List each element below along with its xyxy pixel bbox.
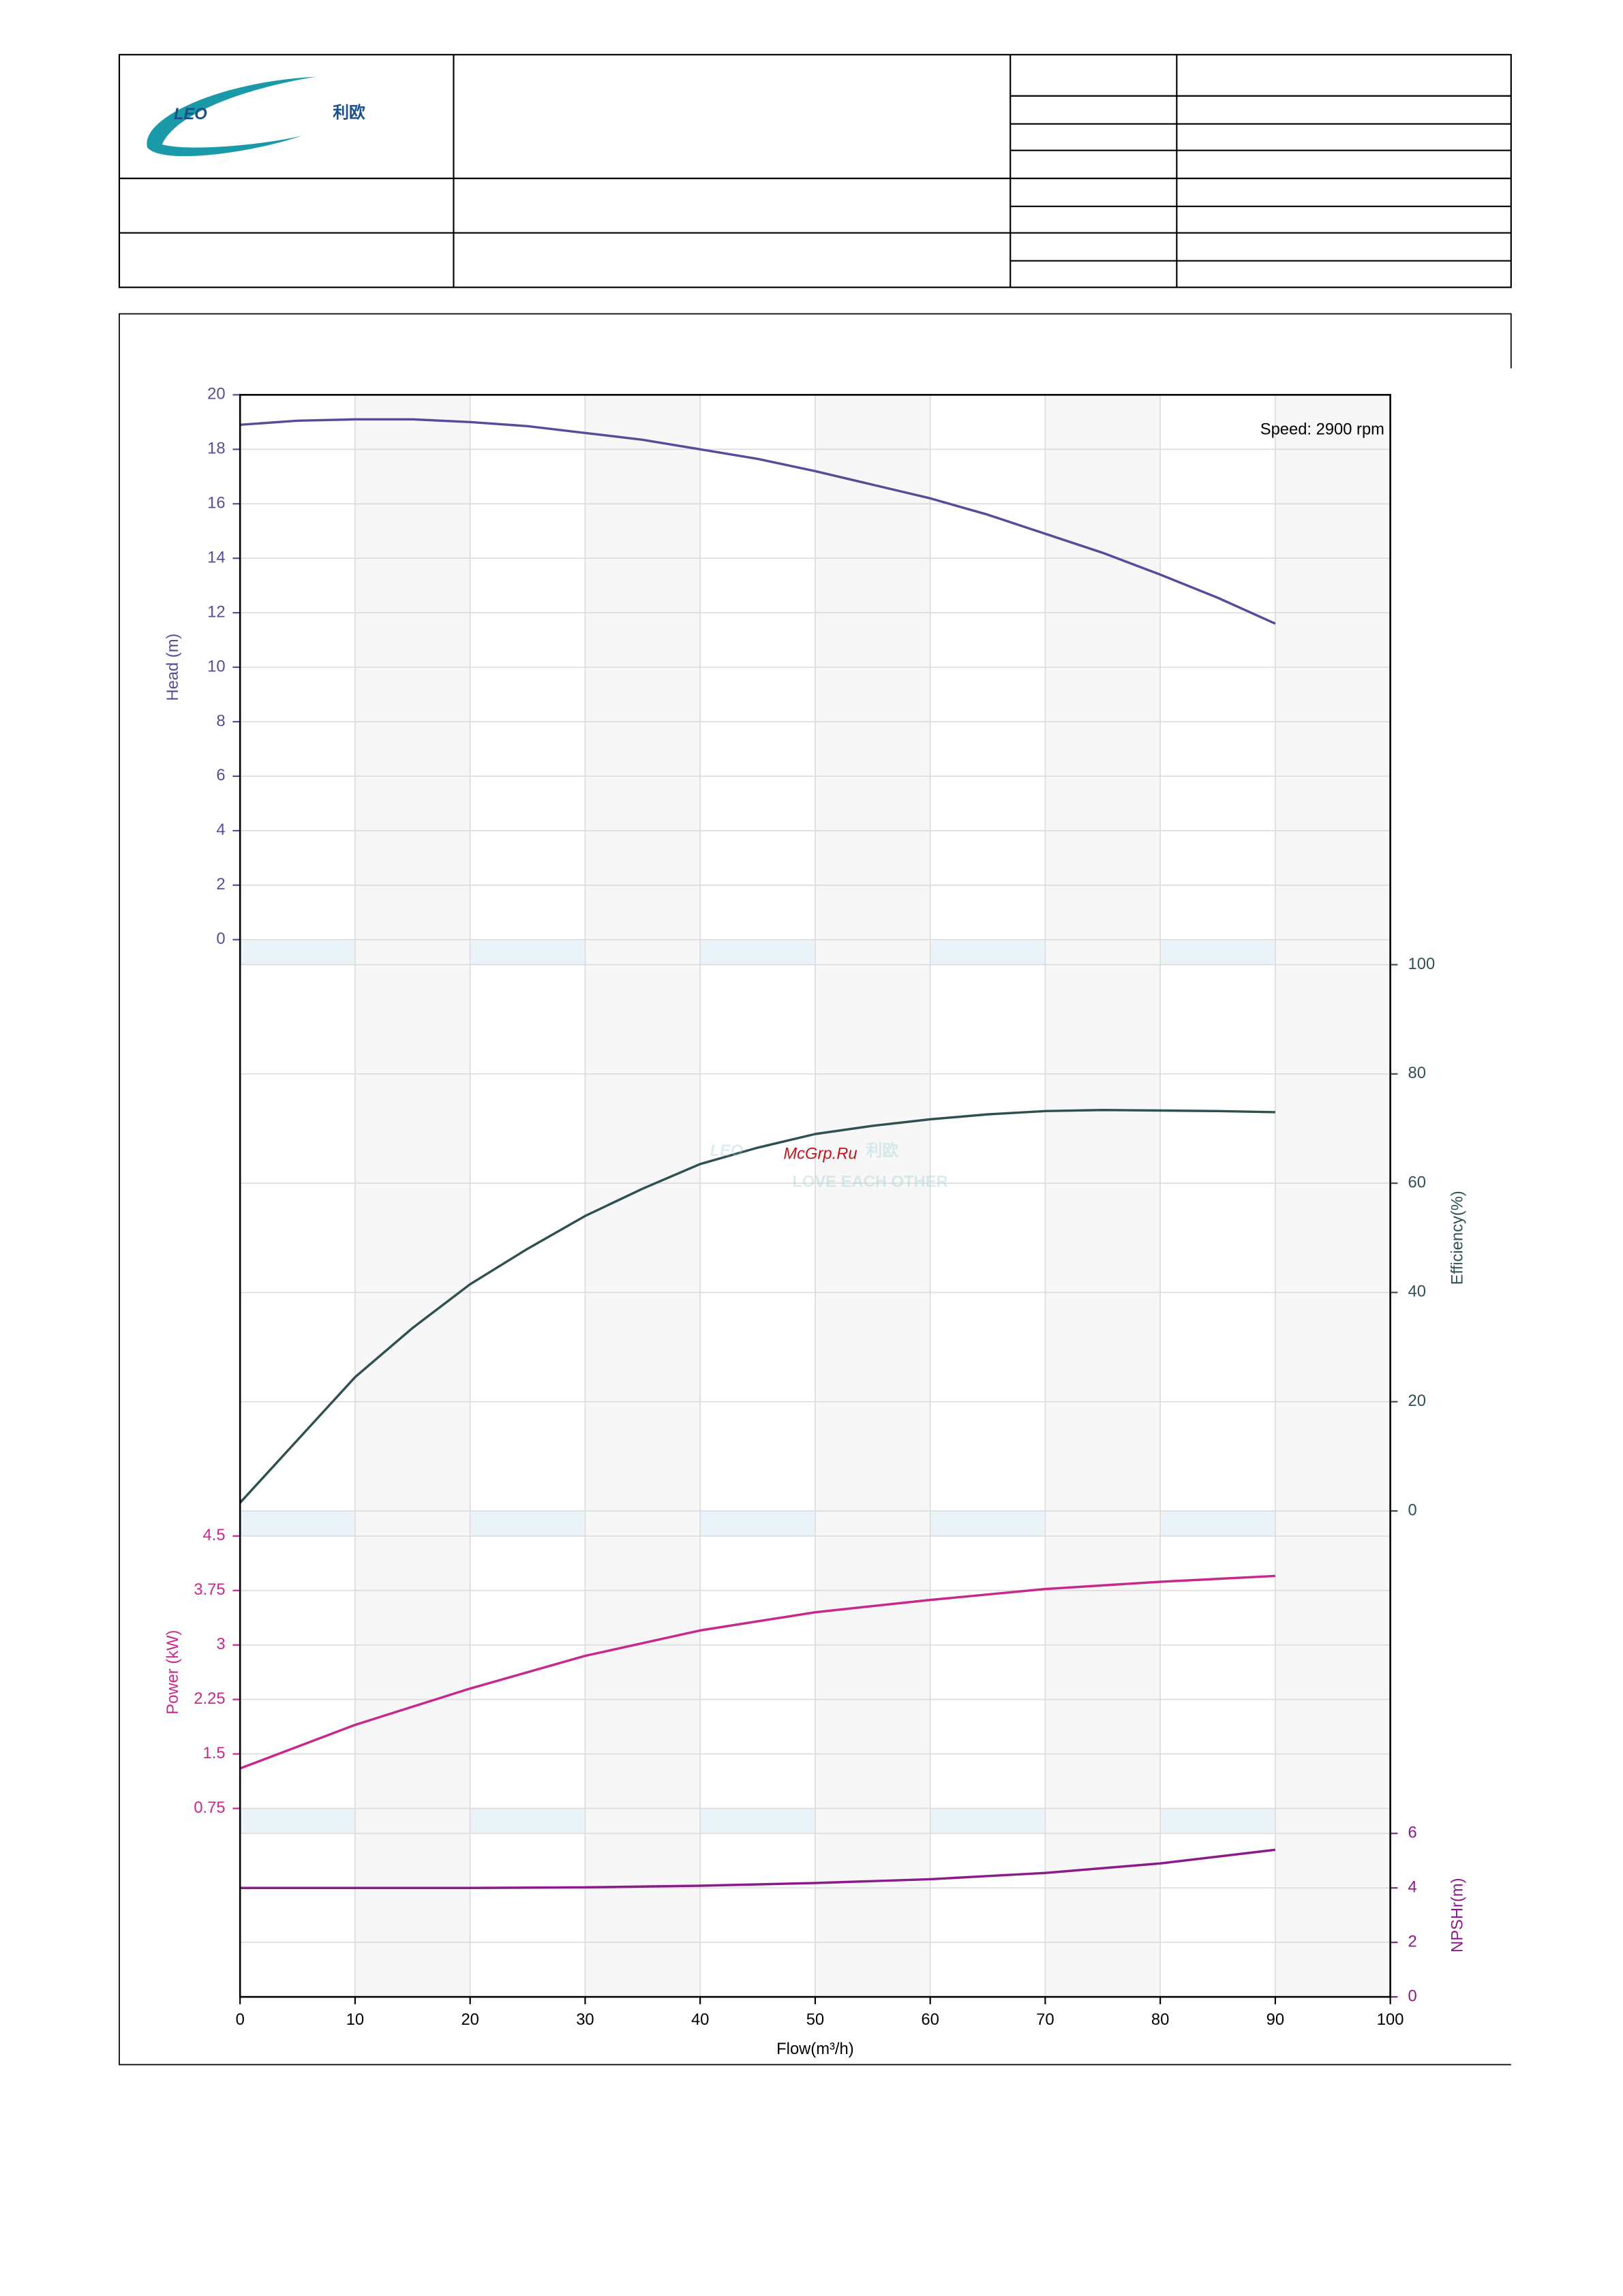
chart-frame xyxy=(119,313,1512,2066)
x-tick-label: 60 xyxy=(921,2010,939,2029)
logo-cn: 利欧 xyxy=(333,103,365,122)
series-line xyxy=(239,1109,1275,1504)
header-table xyxy=(118,54,1512,288)
y-tick-label: 16 xyxy=(207,494,225,512)
y-axis-label: Power (kW) xyxy=(164,1630,182,1715)
y-tick-label: 40 xyxy=(1408,1283,1426,1301)
y-tick-label: 12 xyxy=(207,602,225,621)
y-tick-label: 20 xyxy=(1408,1392,1426,1410)
x-tick-label: 10 xyxy=(346,2010,364,2029)
y-tick-label: 10 xyxy=(207,657,225,675)
y-tick-label: 14 xyxy=(207,548,225,566)
logo-text: LEO xyxy=(174,105,207,123)
column-shade xyxy=(585,395,701,1997)
y-tick-label: 6 xyxy=(1408,1824,1417,1842)
y-tick-label: 60 xyxy=(1408,1173,1426,1191)
watermark-logo-cn: 利欧 xyxy=(866,1141,898,1160)
logo-swoosh xyxy=(147,76,317,157)
column-shade xyxy=(815,395,930,1997)
y-tick-label: 100 xyxy=(1408,955,1436,973)
plot: 0 10 20 30 40 50 60 70 80 90 100Flow(m³/h)02468101… xyxy=(164,385,1466,2059)
y-axis-label: Head (m) xyxy=(164,634,182,701)
y-tick-label: 20 xyxy=(207,385,225,403)
plot-border xyxy=(239,394,1391,1998)
y-tick-label: 0 xyxy=(216,930,225,948)
x-tick-label: 40 xyxy=(691,2010,709,2029)
x-tick-label: 90 xyxy=(1266,2010,1284,2029)
column-shade xyxy=(354,395,470,1997)
column-shade xyxy=(1045,395,1161,1997)
y-tick-label: 3 xyxy=(216,1635,225,1653)
watermark-slogan: LOVE EACH OTHER xyxy=(792,1173,947,1191)
y-tick-label: 2 xyxy=(1408,1932,1417,1950)
x-tick-label: 30 xyxy=(576,2010,594,2029)
y-tick-label: 6 xyxy=(216,766,225,784)
x-tick-label: 70 xyxy=(1036,2010,1054,2029)
column-shade xyxy=(1275,395,1391,1997)
y-tick-label: 1.5 xyxy=(203,1744,226,1762)
y-tick-label: 8 xyxy=(216,711,225,730)
y-tick-label: 0 xyxy=(1408,1987,1417,2005)
y-tick-label: 2 xyxy=(216,875,225,893)
y-tick-label: 0.75 xyxy=(194,1798,225,1817)
watermark-logo: LEO 利欧 LOVE EACH OTHER xyxy=(710,1141,947,1191)
watermark-text: McGrp.Ru xyxy=(783,1145,857,1163)
watermark-logo-text: LEO xyxy=(710,1142,743,1160)
y-tick-label: 18 xyxy=(207,440,225,458)
series-line xyxy=(240,1848,1276,1889)
y-tick-label: 80 xyxy=(1408,1064,1426,1082)
series-line xyxy=(240,418,1276,625)
x-tick-label: 50 xyxy=(806,2010,824,2029)
x-tick-label: 0 xyxy=(236,2010,245,2029)
logo: LEO 利欧 xyxy=(147,76,365,157)
header-border xyxy=(118,54,1512,288)
x-tick-label: 80 xyxy=(1151,2010,1169,2029)
x-axis-label: Flow(m³/h) xyxy=(776,2040,853,2058)
y-tick-label: 3.75 xyxy=(194,1580,225,1599)
y-tick-label: 4 xyxy=(216,821,225,839)
x-tick-label: 100 xyxy=(1377,2010,1404,2029)
y-tick-label: 4.5 xyxy=(203,1526,226,1544)
y-tick-label: 4 xyxy=(1408,1878,1417,1896)
y-axis-label: Efficiency(%) xyxy=(1448,1191,1466,1285)
y-tick-label: 2.25 xyxy=(194,1689,225,1708)
series-line xyxy=(239,1574,1275,1770)
y-axis-label: NPSHr(m) xyxy=(1448,1878,1466,1953)
y-tick-label: 0 xyxy=(1408,1501,1417,1519)
annotation: Speed: 2900 rpm xyxy=(1260,420,1384,438)
x-tick-label: 20 xyxy=(461,2010,479,2029)
